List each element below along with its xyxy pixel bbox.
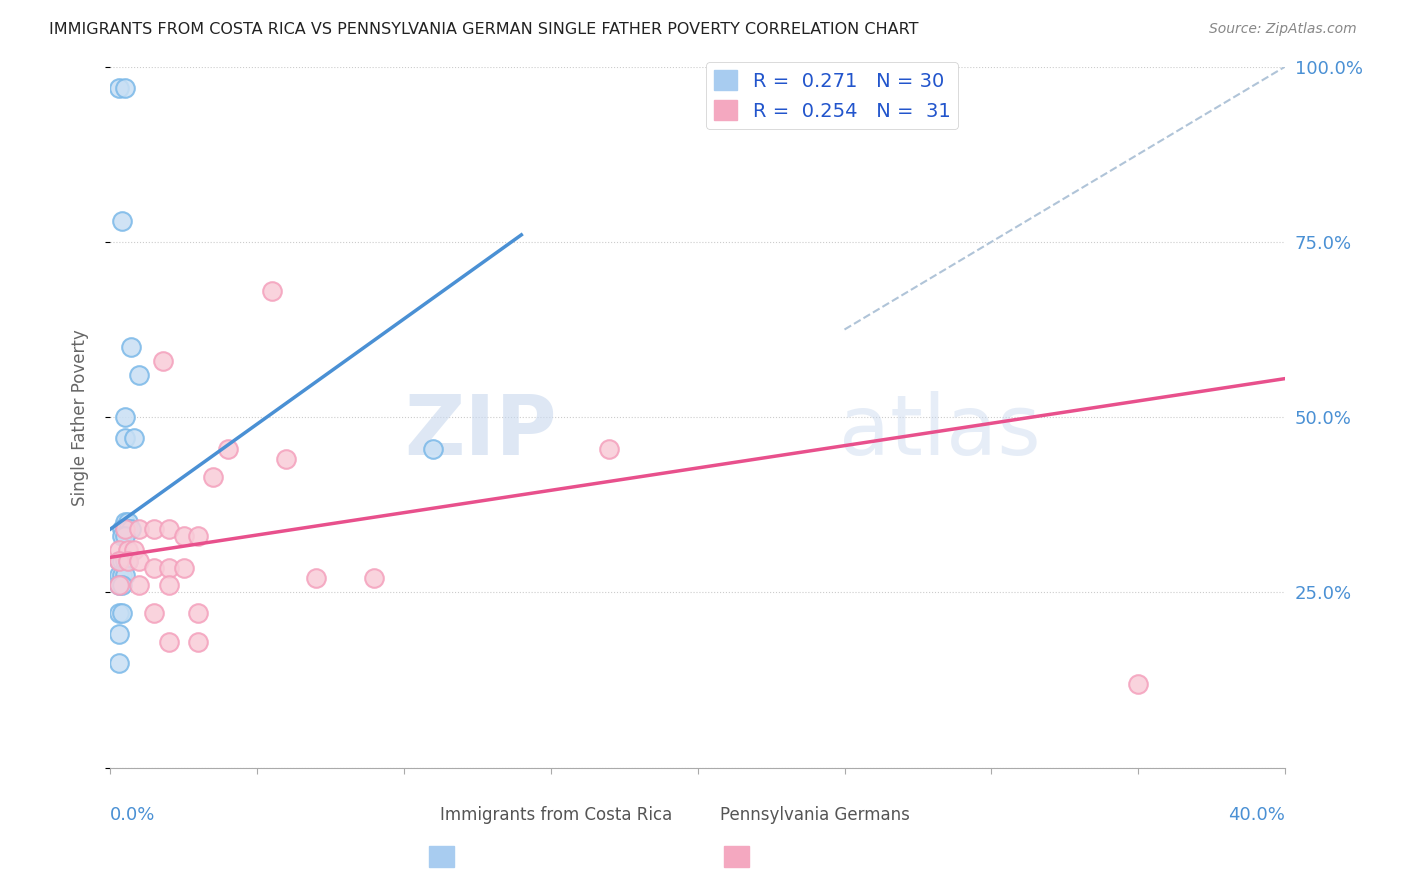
Point	[117, 554, 139, 568]
Point	[305, 571, 328, 585]
Point	[117, 554, 139, 568]
Point	[217, 442, 239, 456]
Point	[114, 516, 136, 530]
Point	[120, 340, 142, 354]
Point	[108, 607, 131, 621]
Text: atlas: atlas	[838, 391, 1040, 472]
Point	[122, 431, 145, 445]
Text: 0.0%: 0.0%	[110, 806, 156, 824]
Text: Source: ZipAtlas.com: Source: ZipAtlas.com	[1209, 22, 1357, 37]
Point	[111, 522, 134, 536]
Point	[128, 578, 150, 592]
Point	[422, 442, 444, 456]
Point	[108, 80, 131, 95]
Point	[363, 571, 385, 585]
Point	[173, 529, 195, 543]
Point	[128, 368, 150, 382]
Point	[598, 442, 620, 456]
Point	[276, 452, 298, 467]
Point	[108, 656, 131, 670]
Point	[108, 568, 131, 582]
Point	[173, 561, 195, 575]
Point	[108, 554, 131, 568]
Point	[187, 634, 209, 648]
Point	[120, 522, 142, 536]
Point	[157, 578, 180, 592]
Point	[117, 516, 139, 530]
Y-axis label: Single Father Poverty: Single Father Poverty	[72, 329, 89, 506]
Point	[157, 561, 180, 575]
Point	[108, 578, 131, 592]
Point	[111, 607, 134, 621]
Point	[122, 543, 145, 558]
Point	[111, 529, 134, 543]
Point	[143, 561, 166, 575]
Point	[117, 543, 139, 558]
Text: 40.0%: 40.0%	[1229, 806, 1285, 824]
Point	[108, 543, 131, 558]
Point	[111, 568, 134, 582]
Point	[114, 522, 136, 536]
Point	[114, 522, 136, 536]
Point	[201, 469, 224, 483]
Point	[157, 634, 180, 648]
Point	[128, 522, 150, 536]
Point	[108, 627, 131, 641]
Point	[143, 522, 166, 536]
Legend: R =  0.271   N = 30, R =  0.254   N =  31: R = 0.271 N = 30, R = 0.254 N = 31	[706, 62, 957, 128]
Point	[108, 578, 131, 592]
Text: ZIP: ZIP	[404, 391, 557, 472]
Text: Pennsylvania Germans: Pennsylvania Germans	[720, 806, 910, 824]
Point	[111, 554, 134, 568]
Point	[114, 410, 136, 425]
Text: IMMIGRANTS FROM COSTA RICA VS PENNSYLVANIA GERMAN SINGLE FATHER POVERTY CORRELAT: IMMIGRANTS FROM COSTA RICA VS PENNSYLVAN…	[49, 22, 918, 37]
Point	[114, 529, 136, 543]
Text: Immigrants from Costa Rica: Immigrants from Costa Rica	[440, 806, 672, 824]
Point	[152, 354, 174, 368]
Point	[143, 607, 166, 621]
Point	[111, 578, 134, 592]
Point	[187, 529, 209, 543]
Point	[1128, 676, 1150, 690]
Point	[128, 554, 150, 568]
Point	[114, 554, 136, 568]
Point	[187, 607, 209, 621]
Point	[117, 522, 139, 536]
Point	[260, 284, 283, 298]
Point	[111, 214, 134, 228]
Point	[114, 431, 136, 445]
Point	[108, 554, 131, 568]
Point	[157, 522, 180, 536]
Point	[114, 80, 136, 95]
Point	[114, 568, 136, 582]
